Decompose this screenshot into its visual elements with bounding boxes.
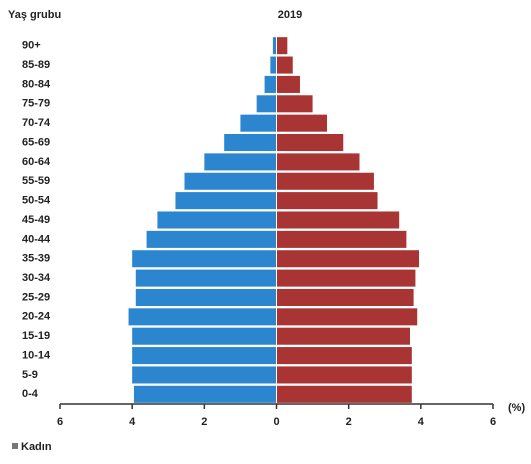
bar [146,230,277,248]
bar [128,308,277,326]
x-tick-label: 4 [129,416,136,428]
bar [135,269,277,287]
bar [276,327,411,345]
bar [276,192,378,210]
x-tick-label: 6 [490,416,496,428]
bar [264,75,277,93]
y-axis-label: Yaş grubu [8,9,61,21]
bar [276,153,360,171]
chart-title: 2019 [278,9,302,21]
y-tick-label: 60-64 [22,156,51,168]
y-tick-label: 80-84 [22,78,51,90]
x-tick-label: 2 [346,416,352,428]
bar [157,211,277,229]
bar [272,37,277,55]
legend-swatch [12,443,18,449]
bar [132,347,277,365]
bar [276,75,300,93]
y-tick-label: 45-49 [22,214,50,226]
bar [276,172,374,190]
bar [132,366,277,384]
bar [276,230,407,248]
bar [256,95,277,113]
bar [276,288,414,306]
x-tick-label: 6 [57,416,63,428]
y-tick-label: 50-54 [22,195,51,207]
bar [276,134,344,152]
x-tick-label: 2 [201,416,207,428]
y-tick-label: 10-14 [22,349,51,361]
bar [133,385,277,403]
y-tick-label: 40-44 [22,233,51,245]
y-tick-label: 25-29 [22,291,50,303]
bar [175,192,277,210]
bar [276,385,412,403]
bar [276,308,418,326]
bar [276,95,313,113]
y-tick-label: 35-39 [22,253,50,265]
bar [276,250,420,268]
x-axis-label: (%) [508,402,525,414]
bar [276,114,328,132]
bar [270,56,277,74]
bar [276,56,293,74]
bar [240,114,277,132]
bar [132,250,277,268]
y-tick-label: 5-9 [22,369,38,381]
y-tick-label: 70-74 [22,117,51,129]
bar [224,134,277,152]
y-tick-label: 0-4 [22,388,39,400]
y-tick-label: 15-19 [22,330,50,342]
bar [276,211,400,229]
bar [135,288,277,306]
legend-label: Kadın [21,441,52,453]
y-tick-label: 20-24 [22,311,51,323]
y-tick-label: 85-89 [22,59,50,71]
bar [204,153,277,171]
y-tick-label: 65-69 [22,136,50,148]
bar [276,37,288,55]
bar [276,347,412,365]
bar [132,327,277,345]
y-tick-label: 90+ [22,40,41,52]
bar [276,269,416,287]
bar [276,366,412,384]
y-tick-label: 75-79 [22,98,50,110]
bar [184,172,277,190]
x-tick-label: 0 [273,416,279,428]
y-tick-label: 30-34 [22,272,51,284]
x-tick-label: 4 [418,416,425,428]
y-tick-label: 55-59 [22,175,50,187]
